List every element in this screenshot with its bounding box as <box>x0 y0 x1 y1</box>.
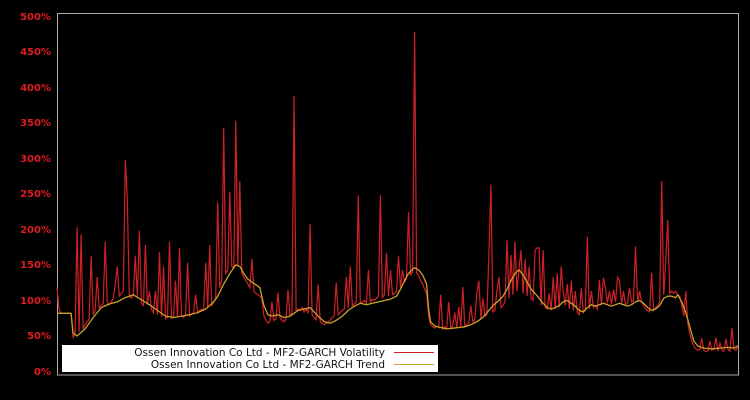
volatility-line <box>56 31 739 353</box>
y-tick-label-150: 150% <box>20 260 51 272</box>
legend-swatch-volatility <box>394 352 434 353</box>
y-tick-label-0: 0% <box>34 367 51 378</box>
legend-row-volatility: Ossen Innovation Co Ltd - MF2-GARCH Vola… <box>66 347 434 359</box>
y-tick-label-300: 300% <box>20 153 51 165</box>
y-tick-label-200: 200% <box>20 224 51 236</box>
y-tick-label-350: 350% <box>20 118 51 130</box>
y-tick-label-250: 250% <box>20 189 51 201</box>
legend-row-trend: Ossen Innovation Co Ltd - MF2-GARCH Tren… <box>66 359 434 371</box>
y-tick-label-100: 100% <box>20 295 51 307</box>
y-tick-label-450: 450% <box>20 47 51 59</box>
y-tick-label-400: 400% <box>20 82 51 94</box>
plot-border <box>57 13 739 376</box>
legend-label-trend: Ossen Innovation Co Ltd - MF2-GARCH Tren… <box>150 358 385 371</box>
trend-line <box>57 264 739 350</box>
y-tick-label-500: 500% <box>20 11 51 23</box>
legend-swatch-trend <box>394 364 434 365</box>
legend: Ossen Innovation Co Ltd - MF2-GARCH Vola… <box>62 345 438 372</box>
y-tick-label-50: 50% <box>27 331 51 343</box>
legend-label-volatility: Ossen Innovation Co Ltd - MF2-GARCH Vola… <box>134 346 385 359</box>
